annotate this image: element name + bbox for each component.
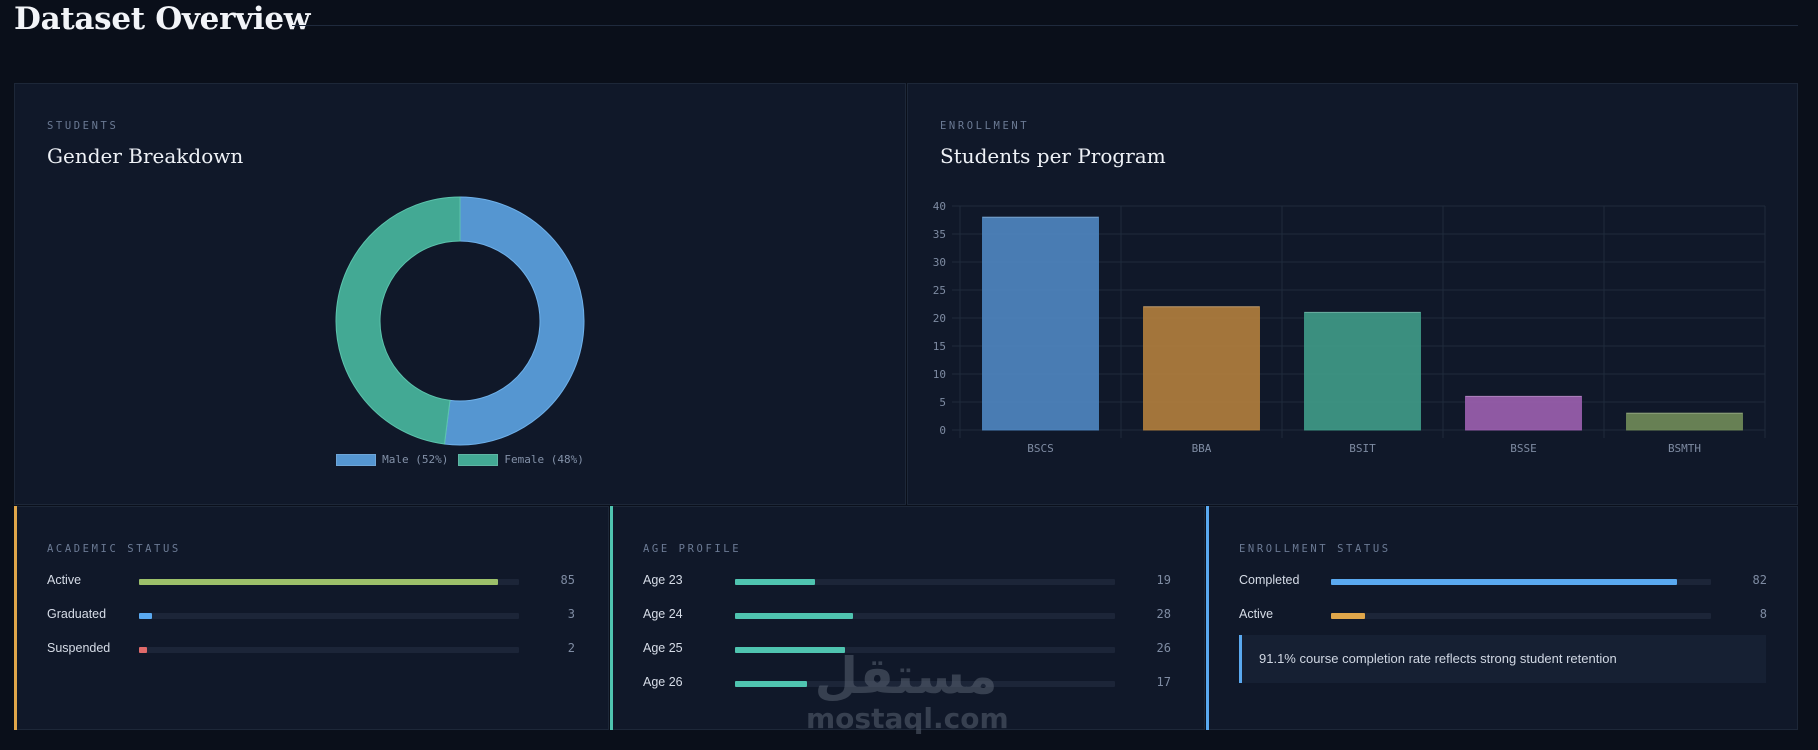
academic-status-panel: ACADEMIC STATUS Active 85 Graduated 3 Suspen… xyxy=(14,506,609,730)
legend-label: Male (52%) xyxy=(382,453,449,466)
metric-fill xyxy=(735,613,854,619)
metric-row: Active 85 xyxy=(47,571,608,591)
metric-label: Age 26 xyxy=(643,675,683,689)
x-tick-label: BSCS xyxy=(1027,442,1054,455)
x-tick-label: BSMTH xyxy=(1668,442,1701,455)
metric-track xyxy=(1331,579,1711,585)
metric-track xyxy=(139,579,519,585)
metric-label: Age 24 xyxy=(643,607,683,621)
metric-track xyxy=(735,579,1115,585)
metric-track xyxy=(735,613,1115,619)
program-bar-chart: 0 5 10 15 20 25 30 35 40 BSCS BBA BSIT BSSE BSMTH xyxy=(933,200,1766,455)
title-divider xyxy=(292,25,1798,26)
y-tick-label: 15 xyxy=(933,340,946,353)
x-tick-label: BSIT xyxy=(1349,442,1376,455)
legend-label: Female (48%) xyxy=(504,453,584,466)
bar-bba[interactable] xyxy=(1143,306,1260,431)
metric-value: 19 xyxy=(1156,573,1171,587)
enrollment-status-panel: ENROLLMENT STATUS Completed 82 Active 8 91.… xyxy=(1206,506,1798,730)
metric-row: Active 8 xyxy=(1239,605,1797,625)
watermark-arabic: مستقل xyxy=(814,647,998,705)
panel-kicker: STUDENTS xyxy=(47,120,119,132)
bar-bsmth[interactable] xyxy=(1626,412,1743,431)
insight-callout: 91.1% course completion rate reflects st… xyxy=(1239,635,1766,683)
panel-kicker: ACADEMIC STATUS xyxy=(47,543,181,555)
accent-bar xyxy=(610,506,613,730)
panel-kicker: ENROLLMENT STATUS xyxy=(1239,543,1391,555)
metric-fill xyxy=(139,613,152,619)
metric-value: 85 xyxy=(560,573,575,587)
legend-swatch xyxy=(336,453,377,466)
accent-bar xyxy=(1206,506,1209,730)
metric-value: 82 xyxy=(1752,573,1767,587)
metric-track xyxy=(1331,613,1711,619)
metric-track xyxy=(735,647,1115,653)
panel-kicker: AGE PROFILE xyxy=(643,543,742,555)
metric-fill xyxy=(735,681,807,687)
metric-row: Suspended 2 xyxy=(47,639,608,659)
watermark-latin: mostaql.com xyxy=(806,702,1009,735)
x-tick-label: BBA xyxy=(1192,442,1212,455)
metric-value: 8 xyxy=(1759,607,1767,621)
metric-row: Completed 82 xyxy=(1239,571,1797,591)
metric-label: Graduated xyxy=(47,607,107,621)
metric-fill xyxy=(1331,579,1678,585)
y-tick-label: 35 xyxy=(933,228,946,241)
y-tick-label: 20 xyxy=(933,312,946,325)
metric-track xyxy=(139,613,519,619)
metric-value: 2 xyxy=(567,641,575,655)
metric-value: 3 xyxy=(567,607,575,621)
metric-label: Age 23 xyxy=(643,573,683,587)
metric-row: Age 26 17 xyxy=(643,673,1204,693)
legend-swatch xyxy=(458,453,499,466)
bar-bscs[interactable] xyxy=(982,216,1099,431)
watermark-logo: مستقل mostaql.com xyxy=(806,647,1009,735)
metric-value: 26 xyxy=(1156,641,1171,655)
donut-slice-female[interactable] xyxy=(335,196,461,445)
bar-bsit[interactable] xyxy=(1304,311,1421,431)
x-tick-label: BSSE xyxy=(1510,442,1537,455)
donut-slice-male[interactable] xyxy=(443,196,585,446)
y-tick-label: 25 xyxy=(933,284,946,297)
metric-label: Age 25 xyxy=(643,641,683,655)
insight-text: 91.1% course completion rate reflects st… xyxy=(1259,651,1617,666)
metric-fill xyxy=(1331,613,1365,619)
metric-value: 17 xyxy=(1156,675,1171,689)
age-profile-panel: AGE PROFILE Age 23 19 Age 24 28 Age 25 26 Age … xyxy=(610,506,1205,730)
metric-label: Active xyxy=(47,573,82,587)
gender-breakdown-panel: STUDENTS Gender Breakdown Male (52%) Fema… xyxy=(14,83,906,505)
metric-value: 28 xyxy=(1156,607,1171,621)
metric-track xyxy=(735,681,1115,687)
metric-row: Age 23 19 xyxy=(643,571,1204,591)
y-tick-label: 30 xyxy=(933,256,946,269)
panel-kicker: ENROLLMENT xyxy=(940,120,1030,132)
panel-title: Gender Breakdown xyxy=(47,144,244,168)
donut-legend: Male (52%) Female (48%) xyxy=(15,453,905,466)
metric-row: Graduated 3 xyxy=(47,605,608,625)
metric-fill xyxy=(139,647,148,653)
accent-bar xyxy=(14,506,17,730)
legend-item[interactable]: Male (52%) xyxy=(336,453,448,466)
metric-fill xyxy=(735,579,815,585)
metric-row: Age 25 26 xyxy=(643,639,1204,659)
metric-fill xyxy=(139,579,498,585)
panel-title: Students per Program xyxy=(940,144,1166,168)
bar-bsse[interactable] xyxy=(1465,395,1582,431)
metric-label: Suspended xyxy=(47,641,111,655)
legend-item[interactable]: Female (48%) xyxy=(458,453,584,466)
y-tick-label: 10 xyxy=(933,368,946,381)
metric-fill xyxy=(735,647,845,653)
y-tick-label: 5 xyxy=(939,396,946,409)
y-tick-label: 40 xyxy=(933,200,946,213)
metric-row: Age 24 28 xyxy=(643,605,1204,625)
page-header: Dataset Overview xyxy=(0,0,1818,82)
y-tick-label: 0 xyxy=(939,424,946,437)
page-title: Dataset Overview xyxy=(14,1,311,37)
students-per-program-panel: ENROLLMENT Students per Program 0 5 10 15 20… xyxy=(907,83,1798,505)
metric-label: Active xyxy=(1239,607,1274,621)
gender-donut-chart xyxy=(335,196,585,446)
metric-track xyxy=(139,647,519,653)
metric-label: Completed xyxy=(1239,573,1300,587)
